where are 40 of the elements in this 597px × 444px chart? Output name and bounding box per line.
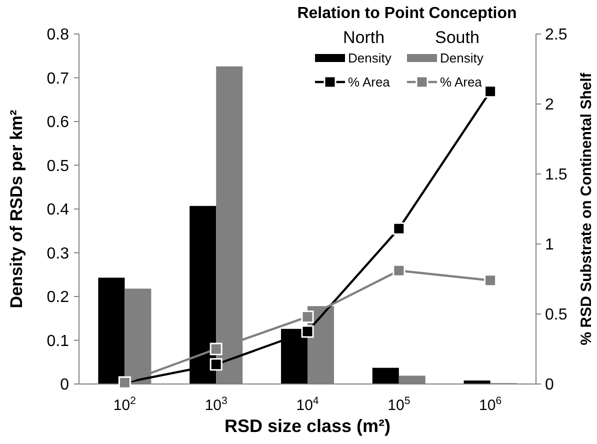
legend-label: % Area	[440, 74, 483, 90]
y-tick-label: 0.5	[46, 158, 70, 175]
y-axis-title: Density of RSDs per km²	[7, 109, 26, 308]
y-tick-label: 0.4	[46, 202, 70, 219]
point	[484, 85, 497, 98]
y2-tick-label: 0.5	[545, 306, 568, 324]
x-tick-label: 10$^{3}$	[204, 395, 228, 414]
y-tick-label: 0.3	[46, 245, 70, 262]
y-tick-label: 0.1	[46, 332, 70, 350]
bar	[372, 368, 399, 384]
y-tick-label: 0.2	[46, 289, 70, 306]
x-tick-label: 10$^{4}$	[296, 395, 319, 414]
y2-tick-label: 1.5	[545, 166, 568, 184]
y-tick-label: 0.7	[46, 70, 70, 88]
y-tick-label: 0.8	[46, 26, 70, 44]
y-tick-label: 0.6	[46, 114, 70, 132]
point	[392, 222, 406, 235]
point	[392, 264, 406, 277]
legend-label: Density	[440, 50, 484, 66]
legend-label: % Area	[348, 74, 391, 90]
x-axis-title: RSD size class (m²)	[224, 416, 391, 436]
point	[210, 358, 222, 371]
y-tick-label: 0	[60, 376, 70, 394]
x-tick-label: 10$^{2}$	[113, 395, 136, 414]
legend-label: Density	[348, 50, 392, 66]
y2-tick-label: 2	[545, 96, 554, 114]
y2-axis-title: % RSD Substrate on Continental Shelf	[578, 72, 595, 346]
bar	[98, 278, 125, 384]
point	[301, 310, 314, 324]
y2-tick-label: 1	[545, 236, 554, 254]
y2-tick-label: 2.5	[545, 26, 568, 44]
point	[210, 342, 222, 356]
point	[484, 274, 497, 287]
point	[301, 325, 314, 338]
annotation: North	[343, 28, 385, 47]
y2-tick-label: 0	[545, 376, 554, 394]
annotation: South	[435, 28, 480, 47]
x-tick-label: 10$^{6}$	[479, 395, 502, 414]
x-tick-label: 10$^{5}$	[388, 395, 410, 414]
legend-title: Relation to Point Conception	[297, 5, 517, 22]
